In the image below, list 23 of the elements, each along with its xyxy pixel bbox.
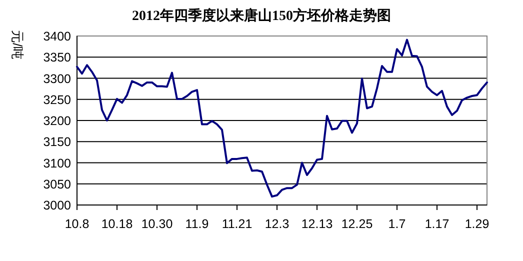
x-tick-label: 12.25 bbox=[341, 217, 373, 231]
x-tick-label: 10.8 bbox=[64, 217, 90, 231]
x-tick-label: 11.21 bbox=[222, 217, 252, 231]
y-tick-label: 3200 bbox=[43, 114, 72, 128]
y-tick-label: 3350 bbox=[43, 50, 72, 65]
x-tick-label: 12.3 bbox=[264, 217, 290, 231]
y-tick-label: 3400 bbox=[43, 30, 72, 44]
y-axis-title: 元/吨 bbox=[10, 30, 25, 60]
x-tick-label: 10.30 bbox=[141, 217, 173, 231]
x-tick-label: 1.7 bbox=[388, 217, 406, 231]
chart-title: 2012年四季度以来唐山150方坯价格走势图 bbox=[132, 7, 391, 24]
y-tick-label: 3000 bbox=[43, 198, 72, 212]
y-tick-label: 3300 bbox=[43, 72, 72, 86]
x-tick-label: 12.13 bbox=[301, 217, 333, 231]
x-tick-label: 1.17 bbox=[424, 217, 450, 231]
x-tick-label: 1.29 bbox=[464, 217, 490, 231]
y-tick-label: 3150 bbox=[43, 135, 72, 150]
y-tick-label: 3050 bbox=[43, 177, 72, 192]
line-series bbox=[76, 38, 488, 198]
x-tick-label: 11.9 bbox=[185, 217, 209, 231]
y-tick-label: 3100 bbox=[43, 156, 72, 170]
x-tick-label: 10.18 bbox=[101, 217, 133, 231]
y-tick-label: 3250 bbox=[43, 92, 72, 107]
